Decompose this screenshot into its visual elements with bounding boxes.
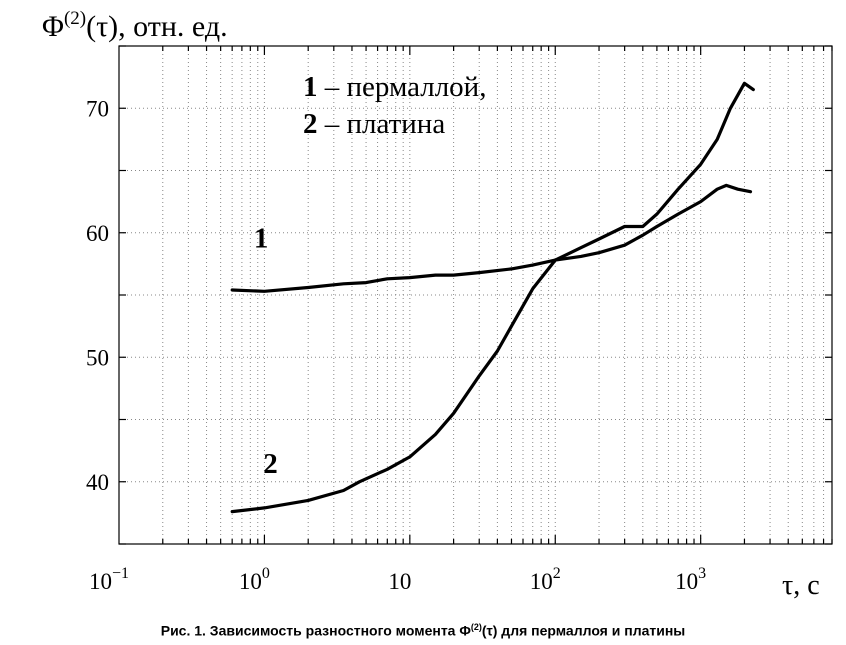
legend-item-2: 2 – платина [303, 108, 445, 140]
y-axis-label: Φ(2)(τ), отн. ед. [42, 8, 228, 43]
figure-caption: Рис. 1. Зависимость разностного момента … [160, 622, 686, 639]
y-tick-label: 70 [86, 96, 109, 121]
x-tick-label: 103 [675, 565, 706, 594]
x-tick-label: 102 [530, 565, 561, 594]
series-annotation: 2 [263, 448, 278, 480]
axis-ticks: 40 50 60 70 10−1 100 10 102 103 [86, 45, 833, 594]
grid [119, 46, 833, 544]
y-tick-label: 60 [86, 221, 109, 246]
series-layer [230, 81, 755, 514]
series-line-1 [230, 183, 753, 293]
series-line-2 [230, 81, 755, 514]
y-tick-label: 50 [86, 345, 109, 370]
x-axis-label: τ, с [782, 570, 820, 601]
legend-item-1: 1 – пермаллой, [303, 71, 486, 103]
x-tick-label: 10−1 [89, 565, 129, 594]
legend: 1 – пермаллой, 2 – платина [303, 71, 486, 140]
annotations: 12 [254, 223, 278, 480]
series-annotation: 1 [254, 223, 269, 255]
x-tick-label: 100 [239, 565, 270, 594]
x-tick-label: 10 [388, 569, 411, 594]
y-tick-label: 40 [86, 470, 109, 495]
